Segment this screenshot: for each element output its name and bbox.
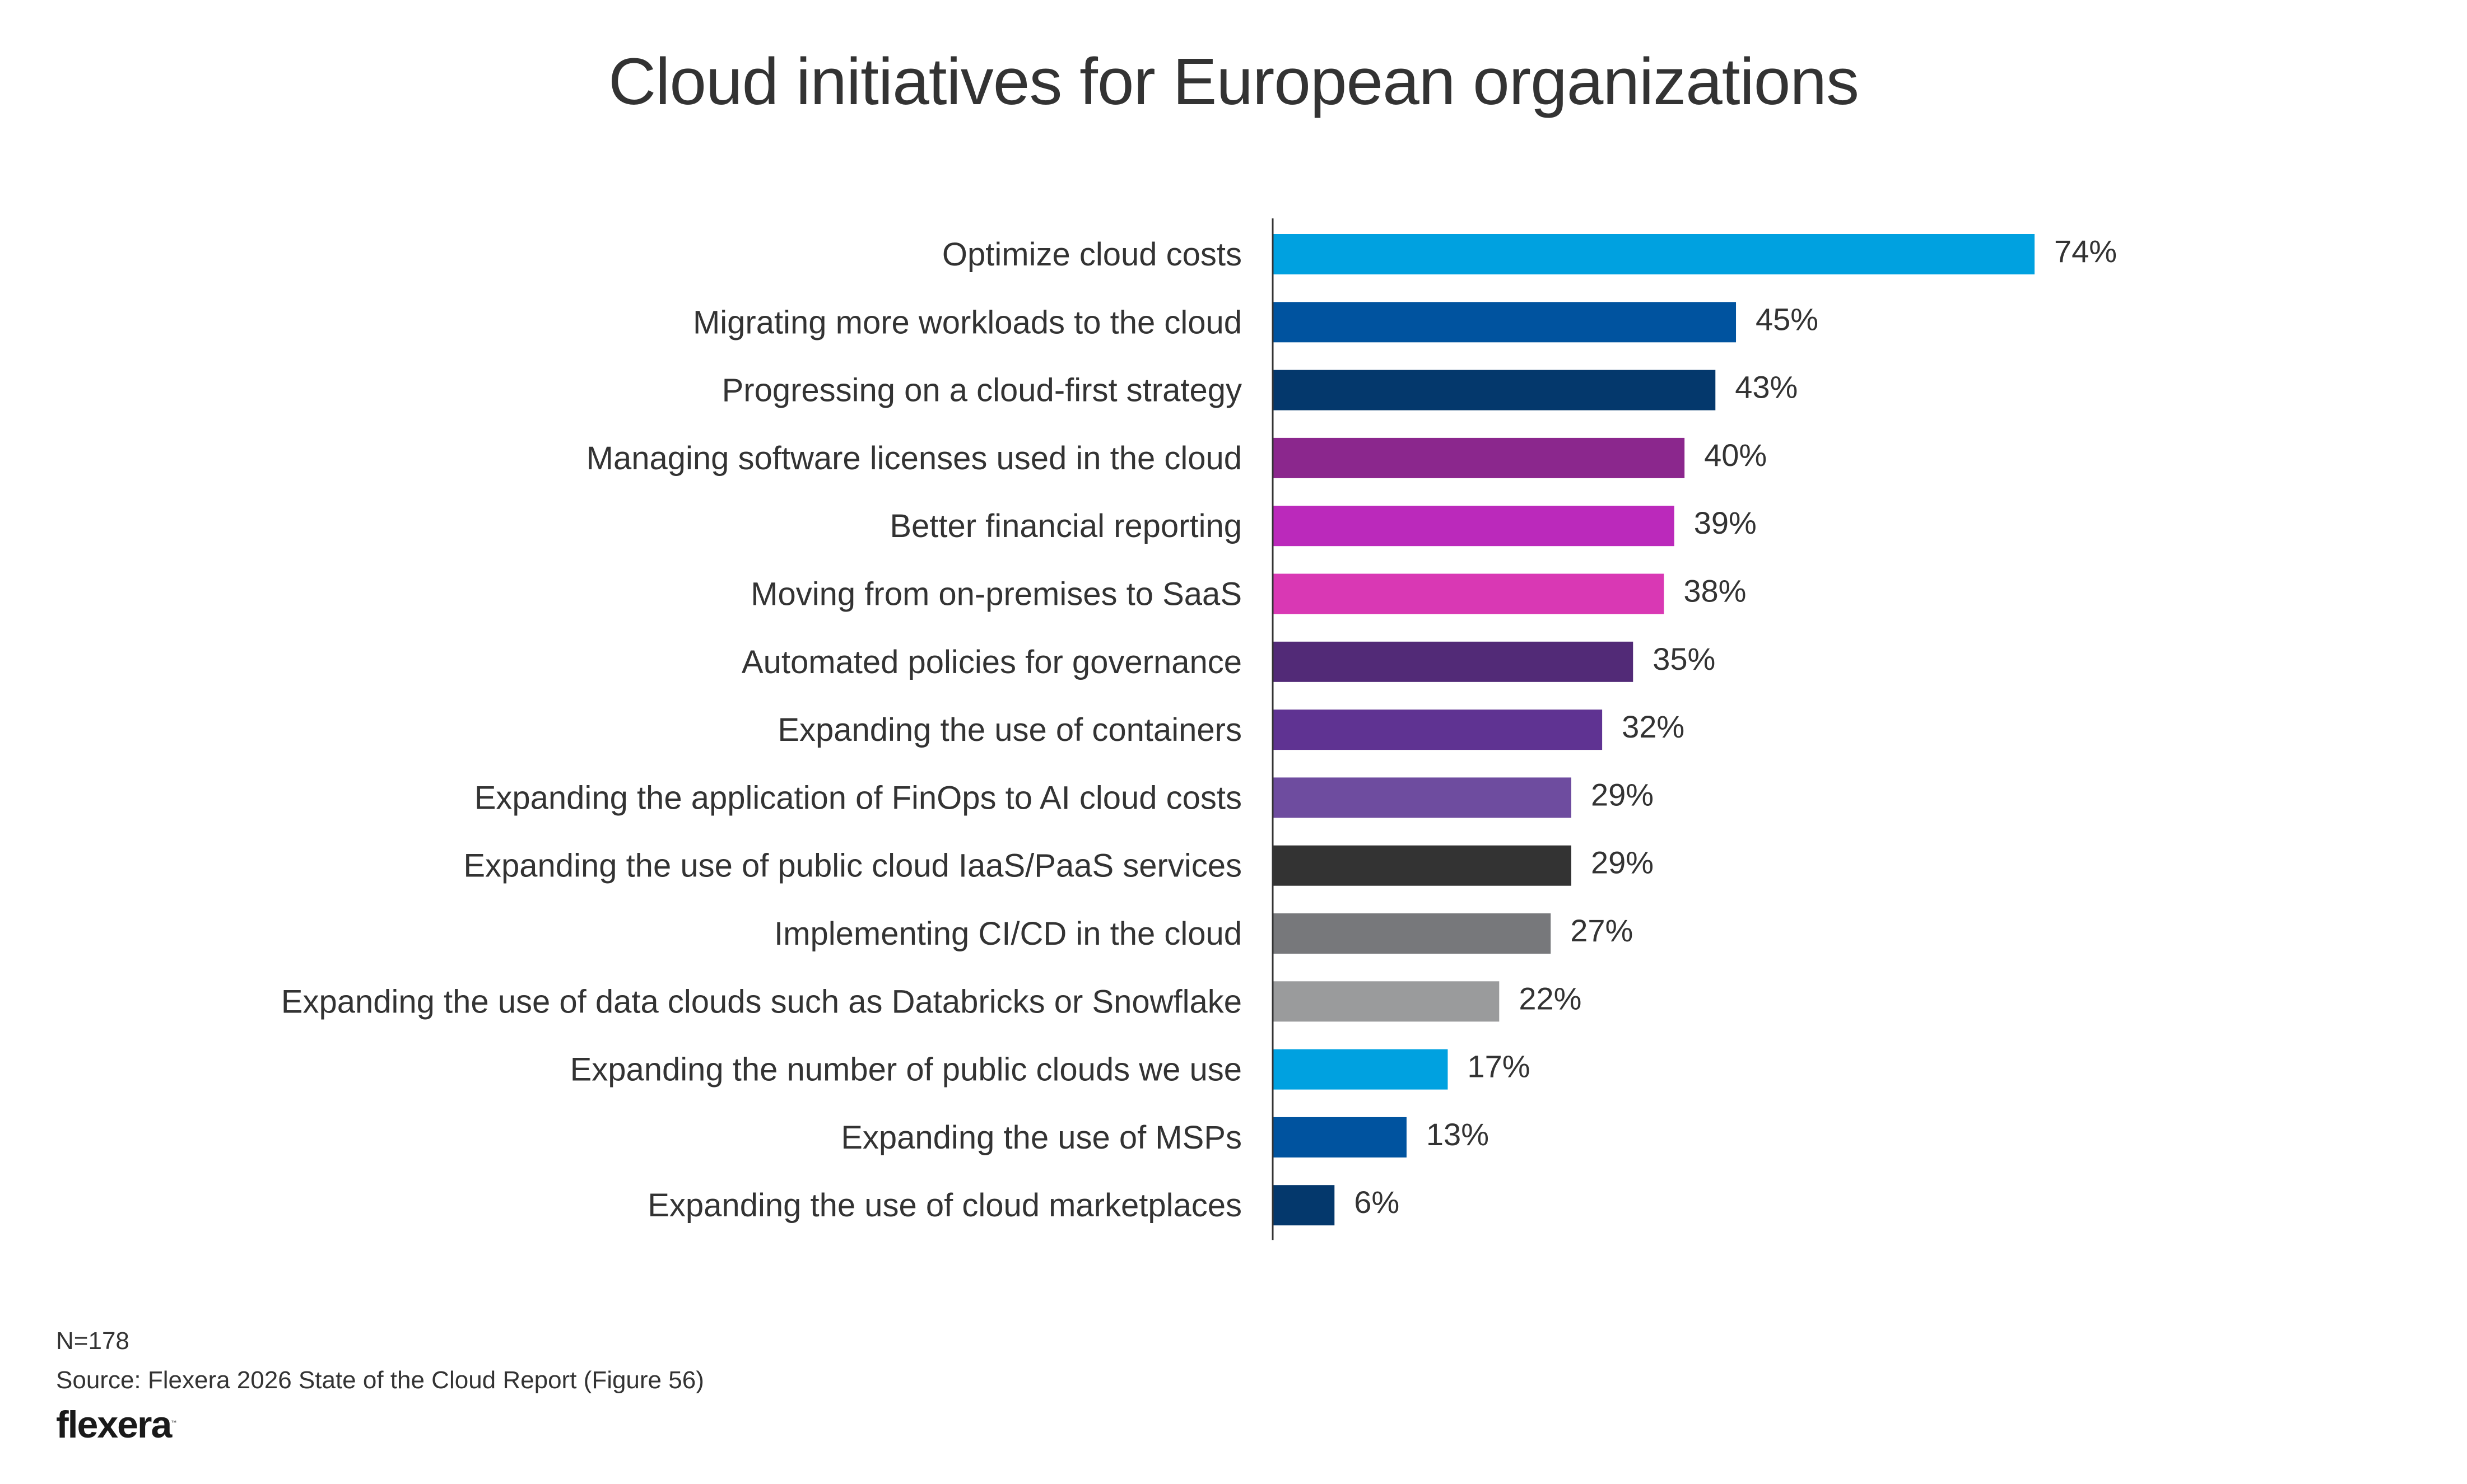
bar xyxy=(1273,641,1633,682)
category-label: Expanding the number of public clouds we… xyxy=(570,1052,1242,1088)
value-label: 45% xyxy=(1756,301,1818,337)
category-label: Migrating more workloads to the cloud xyxy=(693,304,1242,340)
category-labels-group: Optimize cloud costs Migrating more workl… xyxy=(281,236,1242,1224)
bar xyxy=(1273,437,1685,478)
category-label: Expanding the use of public cloud IaaS/P… xyxy=(463,848,1242,884)
category-label: Automated policies for governance xyxy=(742,644,1242,680)
value-label: 29% xyxy=(1591,845,1654,880)
bar xyxy=(1273,845,1571,886)
bar xyxy=(1273,1117,1407,1158)
chart-title: Cloud initiatives for European organizat… xyxy=(608,45,1859,119)
value-label: 38% xyxy=(1683,573,1746,609)
value-label: 35% xyxy=(1653,641,1715,676)
category-label: Managing software licenses used in the c… xyxy=(587,440,1242,477)
value-label: 17% xyxy=(1467,1049,1530,1084)
flexera-logo: flexera™ xyxy=(56,1403,176,1446)
value-labels-group: 74% 45% 43% 40% 39% 38% 35% 32% 29% 29% 27% 22% 17% 1… xyxy=(1354,234,2117,1220)
value-label: 74% xyxy=(2054,234,2117,269)
bar xyxy=(1273,777,1571,818)
bars-group xyxy=(1273,234,2035,1226)
bar xyxy=(1273,370,1716,410)
category-label: Expanding the use of containers xyxy=(778,712,1242,748)
value-label: 43% xyxy=(1735,370,1798,405)
category-label: Moving from on-premises to SaaS xyxy=(751,576,1242,613)
value-label: 13% xyxy=(1426,1117,1489,1152)
category-label: Progressing on a cloud-first strategy xyxy=(722,372,1242,409)
sample-size-note: N=178 xyxy=(56,1327,129,1355)
bar xyxy=(1273,302,1737,343)
value-label: 29% xyxy=(1591,777,1654,812)
value-label: 32% xyxy=(1622,709,1684,744)
bar xyxy=(1273,913,1551,954)
value-label: 22% xyxy=(1519,981,1581,1016)
category-label: Expanding the use of cloud marketplaces xyxy=(648,1187,1242,1224)
category-label: Expanding the use of MSPs xyxy=(841,1119,1242,1156)
value-label: 40% xyxy=(1704,437,1767,473)
bar xyxy=(1273,981,1500,1022)
bar xyxy=(1273,573,1664,614)
trademark-mark: ™ xyxy=(171,1420,177,1426)
category-label: Expanding the use of data clouds such as… xyxy=(281,983,1242,1020)
category-label: Expanding the application of FinOps to A… xyxy=(474,780,1242,816)
logo-wordmark: flexera xyxy=(56,1403,172,1446)
bar xyxy=(1273,710,1603,750)
value-label: 39% xyxy=(1694,505,1757,540)
value-label: 6% xyxy=(1354,1184,1399,1220)
bar xyxy=(1273,506,1674,547)
category-label: Implementing CI/CD in the cloud xyxy=(774,916,1242,952)
category-label: Optimize cloud costs xyxy=(942,236,1242,273)
value-label: 27% xyxy=(1570,913,1633,948)
category-label: Better financial reporting xyxy=(890,508,1242,544)
bar xyxy=(1273,234,2035,274)
source-note: Source: Flexera 2026 State of the Cloud … xyxy=(56,1366,704,1394)
bar xyxy=(1273,1185,1335,1226)
bar xyxy=(1273,1049,1448,1090)
